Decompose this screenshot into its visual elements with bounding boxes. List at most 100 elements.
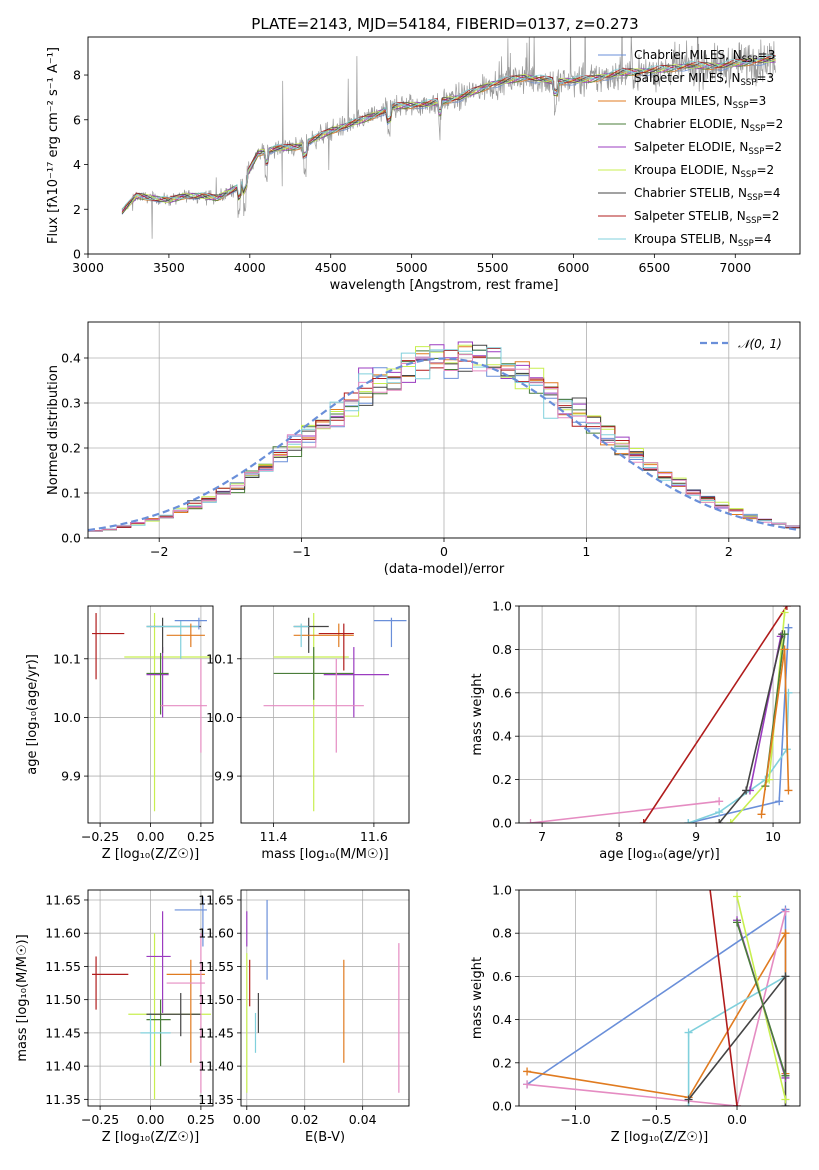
data-marks (263, 613, 407, 812)
y-tick-label: 11.40 (198, 1059, 234, 1074)
x-tick-label: 0.25 (187, 829, 215, 844)
weight-marker (715, 819, 724, 823)
y-tick-label: 0.0 (61, 531, 81, 546)
legend-entry: 𝒩(0, 1) (738, 337, 782, 351)
data-marks (92, 896, 211, 1100)
legend-subscript: SSP (741, 78, 757, 88)
axes-frame (240, 889, 410, 1107)
model-line-salpeter-stelib (121, 55, 776, 213)
legend-entry: Kroupa ELODIE, NSSP=2 (634, 163, 774, 180)
plot-area (88, 606, 213, 823)
x-tick-label: 11.4 (260, 829, 288, 844)
legend-subscript: SSP (733, 101, 749, 111)
plot-area (241, 890, 409, 1106)
y-axis-label: mass weight (470, 957, 485, 1039)
grid-lines (519, 606, 800, 823)
histogram-pink (88, 354, 800, 532)
legend-entry: Chabrier ELODIE, NSSP=2 (634, 117, 783, 134)
x-tick-label: −2 (150, 544, 168, 559)
x-tick-label: 6000 (558, 260, 590, 275)
panel-weight-vs-z: −1.0 −0.5 0.0 0.0 0.2 0.4 0.6 0.8 1.0 Z [log₁₀(Z/… (470, 883, 801, 1145)
weight-marker (780, 630, 789, 639)
panel-mass-vs-z: −0.25 0.00 0.25 11.35 11.40 11.45 11.50 11.55 11… (15, 889, 215, 1145)
weight-line-salpeter-stelib (643, 606, 788, 823)
legend-subscript: SSP (750, 124, 766, 134)
x-tick-label: 6500 (638, 260, 670, 275)
legend-text: Chabrier STELIB, N (634, 186, 747, 200)
y-tick-label: 1.0 (492, 599, 512, 614)
y-tick-label: 0.1 (61, 486, 81, 501)
weight-marker (523, 1067, 532, 1076)
y-tick-label: 0.6 (492, 685, 512, 700)
data-marks (523, 890, 790, 1106)
x-tick-label: 0.00 (137, 829, 165, 844)
y-tick-label: 11.55 (45, 959, 81, 974)
axes-frame (87, 605, 214, 824)
y-tick-label: 0.0 (492, 1099, 512, 1114)
weight-marker (715, 808, 724, 817)
weight-marker (715, 797, 724, 806)
y-tick-label: 11.65 (45, 892, 81, 907)
y-tick-label: 0.3 (61, 396, 81, 411)
x-tick-label: 0.00 (137, 1112, 165, 1127)
x-tick-label: −0.25 (81, 1112, 119, 1127)
weight-marker (733, 918, 742, 927)
grid-lines (88, 606, 213, 823)
weight-marker (775, 797, 784, 806)
x-axis-label: Z [log₁₀(Z/Z☉)] (102, 847, 199, 862)
y-tick-label: 0.2 (61, 441, 81, 456)
panel-weight-vs-age: 7 8 9 10 0.0 0.2 0.4 0.6 0.8 1.0 age [log₁₀(age/yr… (470, 599, 801, 862)
weight-marker (781, 972, 790, 981)
legend-suffix: =4 (754, 232, 772, 246)
data-marks (121, 37, 776, 239)
weight-marker (733, 892, 742, 901)
panel-spectrum: 3000 3500 4000 4500 5000 5500 6000 6500 7000 0 2 4 6… (46, 36, 801, 293)
x-tick-label: 1 (582, 544, 590, 559)
y-tick-label: 4 (73, 157, 81, 172)
y-tick-label: 2 (73, 202, 81, 217)
y-tick-label: 0.4 (492, 729, 512, 744)
y-tick-label: 8 (73, 68, 81, 83)
axes-frame (87, 889, 214, 1107)
legend-text: Kroupa STELIB, N (634, 232, 738, 246)
legend-suffix: =2 (756, 163, 774, 177)
y-tick-label: 10.1 (206, 651, 234, 666)
x-tick-label: 11.6 (360, 829, 388, 844)
x-axis-label: age [log₁₀(age/yr)] (599, 847, 720, 862)
legend-suffix: =2 (762, 209, 780, 223)
weight-marker (742, 786, 751, 795)
x-tick-label: 2 (725, 544, 733, 559)
x-tick-label: 9 (692, 829, 700, 844)
x-tick-label: 4000 (234, 260, 266, 275)
axes-frame (87, 36, 801, 255)
legend-subscript: SSP (741, 170, 757, 180)
weight-marker (639, 819, 648, 823)
x-axis-label: Z [log₁₀(Z/Z☉)] (102, 1130, 199, 1145)
legend-text: Salpeter ELODIE, N (634, 140, 748, 154)
y-tick-label: 9.9 (61, 769, 81, 784)
legend-suffix: =3 (756, 71, 774, 85)
weight-line-pink (527, 911, 787, 1106)
y-axis-label: mass weight (470, 673, 485, 755)
legend-suffix: =2 (764, 140, 782, 154)
y-tick-label: 11.50 (45, 992, 81, 1007)
legend-suffix: =2 (766, 117, 784, 131)
model-line-kroupa-stelib (121, 54, 776, 211)
y-tick-label: 0.2 (492, 1055, 512, 1070)
histogram-kroupa-stelib (88, 347, 800, 532)
y-tick-label: 0.8 (492, 926, 512, 941)
x-tick-label: 0.00 (233, 1112, 261, 1127)
y-tick-label: 0.6 (492, 969, 512, 984)
weight-marker (781, 907, 790, 916)
y-tick-label: 11.60 (198, 926, 234, 941)
legend-text: Salpeter MILES, N (634, 71, 741, 85)
y-tick-label: 11.45 (45, 1025, 81, 1040)
legend-entry: Kroupa STELIB, NSSP=4 (634, 232, 772, 249)
panel-age-vs-z: −0.25 0.00 0.25 9.9 10.0 10.1 Z [log₁₀(Z/Z☉)] a… (25, 605, 215, 862)
y-tick-label: 10.0 (53, 710, 81, 725)
x-axis-label: mass [log₁₀(M/M☉)] (261, 847, 388, 862)
weight-marker (780, 645, 789, 654)
y-tick-label: 9.9 (214, 769, 234, 784)
weight-marker (784, 786, 793, 795)
